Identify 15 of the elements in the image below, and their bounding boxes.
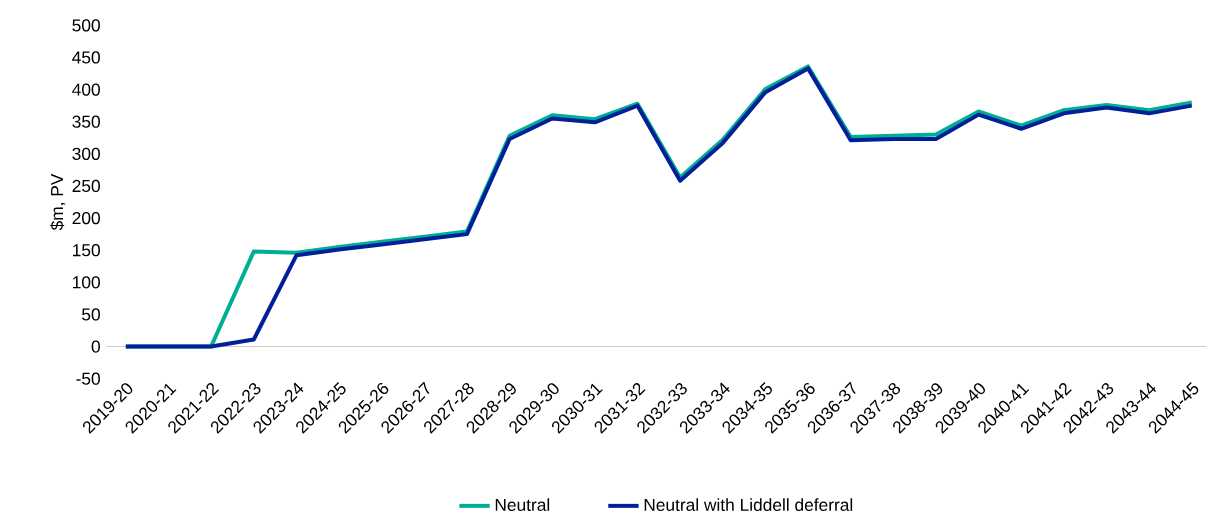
y-tick-label: 50 <box>82 308 100 321</box>
y-tick-label: 300 <box>72 147 100 161</box>
y-tick-label: 250 <box>72 179 100 193</box>
y-axis-title: $m, PV <box>50 173 66 231</box>
y-tick-label: -50 <box>76 372 100 385</box>
y-tick-label: 500 <box>72 19 100 32</box>
y-tick-label: 150 <box>73 244 100 257</box>
legend-label: Neutral with Liddell deferral <box>644 498 853 512</box>
y-tick-label: 450 <box>72 51 100 64</box>
y-tick-label: 400 <box>72 83 100 96</box>
y-tick-label: 100 <box>73 276 100 289</box>
legend-label: Neutral <box>495 498 550 512</box>
y-tick-label: 200 <box>72 212 100 225</box>
y-tick-label: 350 <box>72 115 100 128</box>
y-tick-label: 0 <box>91 340 100 353</box>
